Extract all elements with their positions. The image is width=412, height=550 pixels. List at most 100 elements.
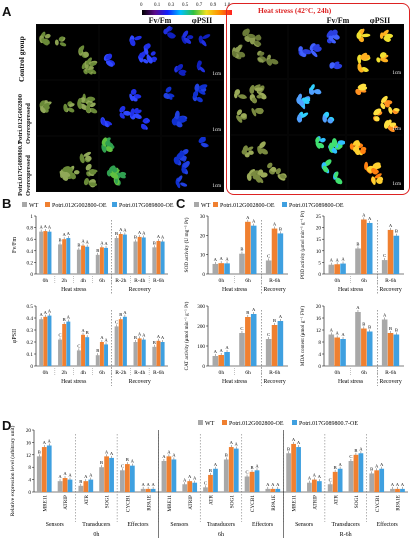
bar-oe1 (145, 488, 151, 492)
bar-oe1 (125, 464, 130, 492)
bar-oe1 (118, 233, 123, 274)
leaf-shape (109, 172, 119, 179)
significance-letter: B (134, 235, 137, 240)
bar-wt (58, 339, 63, 366)
significance-letter: A (39, 225, 43, 230)
x-tick-label: 0h (335, 370, 341, 376)
leaf-shape (319, 137, 326, 143)
gene-label: CYCB1 (126, 495, 132, 512)
bar-wt (133, 241, 138, 274)
bar-oe1 (271, 325, 278, 366)
group-label: Heat stress (222, 379, 248, 385)
significance-letter: A (183, 477, 187, 482)
bar-wt (223, 459, 229, 492)
y-tick-label: 0 (202, 364, 205, 370)
bar-oe2 (296, 447, 301, 492)
bar-oe1 (62, 478, 68, 492)
significance-letter: A (172, 452, 176, 457)
bar-wt (36, 456, 42, 492)
leaf-rosette-image (241, 141, 287, 183)
significance-letter: C (349, 454, 352, 459)
leaf-shape (354, 140, 361, 147)
leaf-shape (177, 175, 183, 183)
significance-letter: B (100, 460, 103, 465)
x-tick-label: R-2h (115, 370, 126, 376)
significance-letter: B (395, 328, 398, 333)
leaf-shape (315, 136, 320, 143)
significance-letter: C (121, 463, 124, 468)
colorbar-tick: 0 (140, 3, 143, 8)
significance-letter: A (67, 315, 71, 320)
significance-letter: B (119, 312, 122, 317)
leaf-rosette-image (349, 139, 384, 185)
bar-wt (239, 333, 245, 366)
significance-letter: A (330, 328, 334, 333)
bar-oe2 (129, 465, 135, 492)
leaf-shape (328, 35, 334, 42)
significance-letter: A (356, 305, 360, 310)
significance-letter: A (273, 222, 277, 227)
significance-letter: B (246, 310, 249, 315)
subgroup-label: Sensors (170, 522, 189, 528)
bar-oe2 (340, 263, 346, 274)
significance-letter: A (62, 232, 66, 237)
y-axis-label: POD activity (μmol min⁻¹ g⁻¹ Pr) (300, 211, 306, 279)
leaf-shape (86, 57, 92, 65)
significance-letter: A (119, 227, 123, 232)
leaf-shape (254, 34, 261, 40)
significance-letter: A (131, 459, 135, 464)
x-tick-label: 6h (361, 278, 367, 284)
bar-oe1 (43, 316, 48, 366)
panel-label-d: D (2, 418, 12, 433)
group-label: Heat stress (61, 379, 87, 385)
legend-label-wt: WT (29, 203, 39, 209)
leaf-shape (373, 108, 382, 116)
bar-oe2 (340, 339, 346, 366)
col-label-fvfm-right: Fv/Fm (326, 16, 350, 25)
leaf-shape (298, 46, 303, 52)
leaf-shape (199, 84, 208, 90)
bar-wt (381, 319, 388, 366)
bar-oe2 (337, 468, 343, 492)
leaf-shape (329, 63, 334, 69)
leaf-shape (337, 139, 345, 145)
significance-letter: B (77, 243, 80, 248)
leaf-shape (88, 182, 98, 187)
bar-oe1 (118, 319, 123, 366)
bar-wt (95, 355, 100, 366)
significance-letter: A (368, 216, 372, 221)
bar-oe2 (104, 247, 109, 274)
bar-oe1 (166, 456, 172, 492)
leaf-shape (256, 95, 263, 99)
gene-label: ATRIP (188, 495, 194, 510)
bar-wt (212, 263, 219, 274)
x-tick-label: R-6h (385, 278, 396, 284)
leaf-shape (43, 103, 51, 107)
bar-wt (152, 346, 157, 366)
significance-letter: A (219, 348, 223, 353)
leaf-shape (90, 62, 97, 66)
fluorescence-cell (37, 25, 98, 79)
leaf-shape (145, 43, 151, 49)
x-tick-label: R-6h (269, 278, 280, 284)
bar-oe2 (250, 225, 257, 274)
significance-letter: A (330, 258, 334, 263)
significance-letter: A (48, 439, 52, 444)
leaf-shape (379, 52, 387, 58)
bar-oe2 (379, 468, 385, 492)
gene-label: ATR (209, 495, 215, 505)
leaf-shape (297, 94, 303, 102)
bar-oe1 (334, 264, 340, 274)
leaf-shape (183, 160, 191, 169)
bar-oe2 (393, 334, 400, 366)
bar-oe2 (104, 344, 109, 366)
subgroup-label: Effectors (127, 521, 149, 528)
gene-label: RPA1E (271, 495, 277, 511)
significance-letter: A (359, 446, 363, 451)
bar-wt (381, 260, 388, 274)
x-tick-label: 4h (80, 278, 86, 284)
significance-letter: A (335, 257, 339, 262)
panel-label-c: C (176, 196, 186, 211)
leaf-shape (298, 99, 305, 107)
leaf-rosette-image (355, 84, 400, 133)
